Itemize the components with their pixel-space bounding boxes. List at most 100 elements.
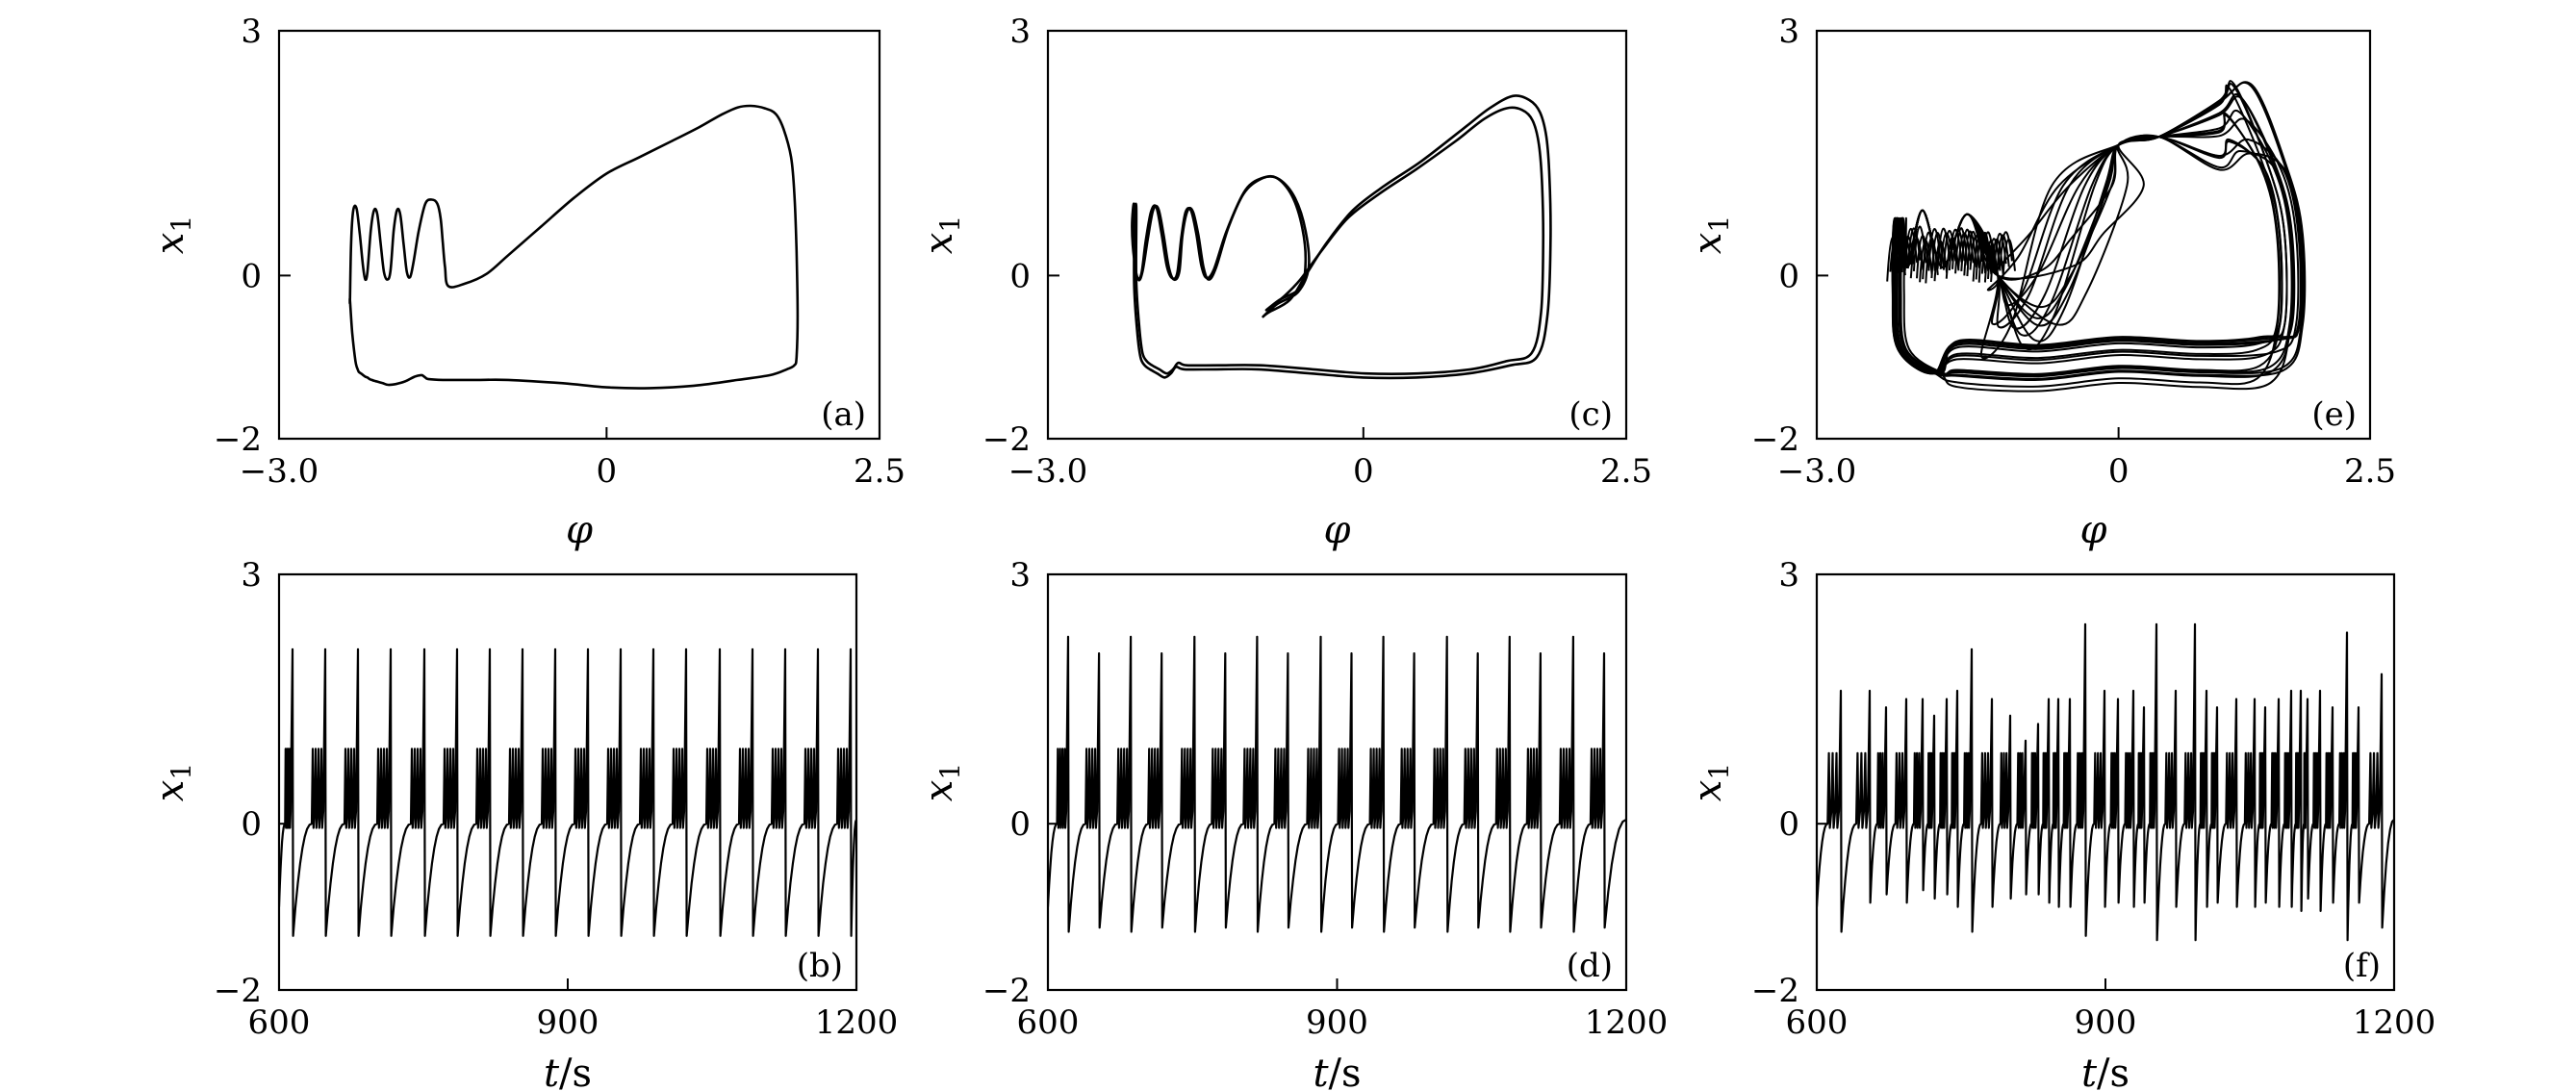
x-tick-label: 2.5	[2344, 452, 2396, 491]
panel-b: 600 900 1200 3 0 −2 t/s x1 (b)	[148, 556, 898, 1091]
plot-frame	[277, 572, 858, 992]
orbit-curve	[1892, 80, 2288, 375]
plot-frame	[1815, 29, 2372, 441]
y-tick-label: 3	[241, 13, 262, 51]
x-tick-label: 2.5	[1600, 452, 1652, 491]
y-axis-label: x1	[148, 763, 197, 801]
x-axis-label-unit: /s	[559, 1052, 592, 1091]
y-tick-label: 0	[241, 257, 262, 295]
y-axis-label-main: x	[1686, 780, 1730, 802]
y-axis-label: x1	[1686, 763, 1735, 801]
x-tick-label: 0	[2108, 452, 2130, 491]
x-tick-label: 1200	[2353, 1003, 2436, 1042]
x-tick-label: 1200	[815, 1003, 899, 1042]
x-axis-label: t/s	[544, 1052, 592, 1091]
orbit-curve	[1891, 83, 2288, 375]
burst-loop	[2002, 238, 2016, 280]
x-axis-label-unit: /s	[2097, 1052, 2130, 1091]
panel-a: −3.0 0 2.5 3 0 −2 φ x1 (a)	[148, 13, 905, 552]
panel-label: (e)	[2311, 395, 2357, 434]
y-tick-label: 3	[1009, 13, 1031, 51]
y-axis-label: x1	[917, 216, 966, 254]
panel-label: (d)	[1567, 947, 1613, 985]
y-axis-label-main: x	[148, 780, 192, 802]
burst-loop	[1999, 231, 2013, 269]
panel-d: 600 900 1200 3 0 −2 t/s x1 (d)	[917, 556, 1668, 1091]
y-axis-label: x1	[917, 763, 966, 801]
x-axis-label: t/s	[2081, 1052, 2130, 1091]
x-tick-label: 600	[1017, 1003, 1080, 1042]
panel-f: 600 900 1200 3 0 −2 t/s x1 (f)	[1686, 556, 2436, 1091]
y-axis-label: x1	[148, 216, 197, 254]
orbit-curve	[1131, 94, 1552, 380]
time-series-line	[1048, 635, 1626, 933]
series-group	[1886, 80, 2307, 393]
y-tick-label: 3	[1009, 556, 1031, 595]
series-group	[1131, 94, 1552, 380]
x-tick-label: 900	[537, 1003, 599, 1042]
plot-frame	[277, 29, 881, 441]
y-tick-label: 0	[1778, 805, 1799, 844]
plot-frame	[1046, 29, 1628, 441]
x-tick-label: 1200	[1585, 1003, 1669, 1042]
panel-c: −3.0 0 2.5 3 0 −2 φ x1 (c)	[917, 13, 1652, 552]
x-tick-label: −3.0	[240, 452, 319, 491]
y-tick-label: 0	[241, 805, 262, 844]
orbit-curve	[348, 104, 800, 390]
x-axis-label-main: t	[544, 1052, 560, 1091]
x-tick-label: −3.0	[1777, 452, 1857, 491]
x-axis-label-main: t	[2081, 1052, 2098, 1091]
x-axis-label: φ	[566, 508, 593, 552]
time-series-line	[1817, 622, 2394, 942]
y-tick-label: −2	[1751, 972, 1799, 1010]
y-tick-label: 0	[1009, 805, 1031, 844]
x-tick-label: 600	[1786, 1003, 1849, 1042]
y-axis-label-sub: 1	[166, 763, 197, 780]
y-tick-label: −2	[214, 420, 262, 459]
x-axis-label: t/s	[1313, 1052, 1361, 1091]
orbit-curve	[1893, 95, 2296, 375]
y-axis-label: x1	[1686, 216, 1735, 254]
y-axis-label-main: x	[1686, 233, 1730, 255]
x-axis-label: φ	[1323, 508, 1350, 552]
y-tick-label: −2	[1751, 420, 1799, 459]
x-tick-label: −3.0	[1008, 452, 1088, 491]
x-tick-label: 900	[1306, 1003, 1368, 1042]
y-axis-label-sub: 1	[166, 216, 197, 233]
y-axis-label-sub: 1	[1703, 216, 1735, 233]
x-tick-label: 2.5	[854, 452, 905, 491]
y-tick-label: −2	[982, 420, 1031, 459]
time-series-line	[279, 647, 856, 937]
x-tick-label: 900	[2075, 1003, 2137, 1042]
panel-label: (f)	[2343, 947, 2381, 985]
series-group	[348, 104, 800, 390]
x-tick-label: 0	[597, 452, 618, 491]
x-axis-label-unit: /s	[1329, 1052, 1362, 1091]
y-tick-label: 0	[1009, 257, 1031, 295]
y-tick-label: 3	[1778, 13, 1799, 51]
y-axis-label-main: x	[917, 780, 961, 802]
y-axis-label-main: x	[148, 233, 192, 255]
orbit-curve	[1132, 106, 1545, 376]
series-group	[1048, 635, 1626, 933]
x-axis-label-main: t	[1313, 1052, 1329, 1091]
panel-label: (b)	[797, 947, 843, 985]
y-tick-label: 0	[1778, 257, 1799, 295]
y-tick-label: 3	[1778, 556, 1799, 595]
y-axis-label-sub: 1	[934, 216, 966, 233]
y-axis-label-sub: 1	[934, 763, 966, 780]
burst-loop	[1936, 227, 1951, 269]
burst-loop	[1996, 234, 2010, 276]
y-axis-label-sub: 1	[1703, 763, 1735, 780]
series-group	[279, 647, 856, 937]
orbit-curve	[1899, 93, 2294, 382]
y-tick-label: −2	[214, 972, 262, 1010]
y-tick-label: −2	[982, 972, 1031, 1010]
x-axis-label: φ	[2079, 508, 2106, 552]
y-tick-label: 3	[241, 556, 262, 595]
panel-label: (a)	[821, 395, 866, 434]
x-tick-label: 0	[1353, 452, 1374, 491]
panel-e: −3.0 0 2.5 3 0 −2 φ x1 (e)	[1686, 13, 2396, 552]
